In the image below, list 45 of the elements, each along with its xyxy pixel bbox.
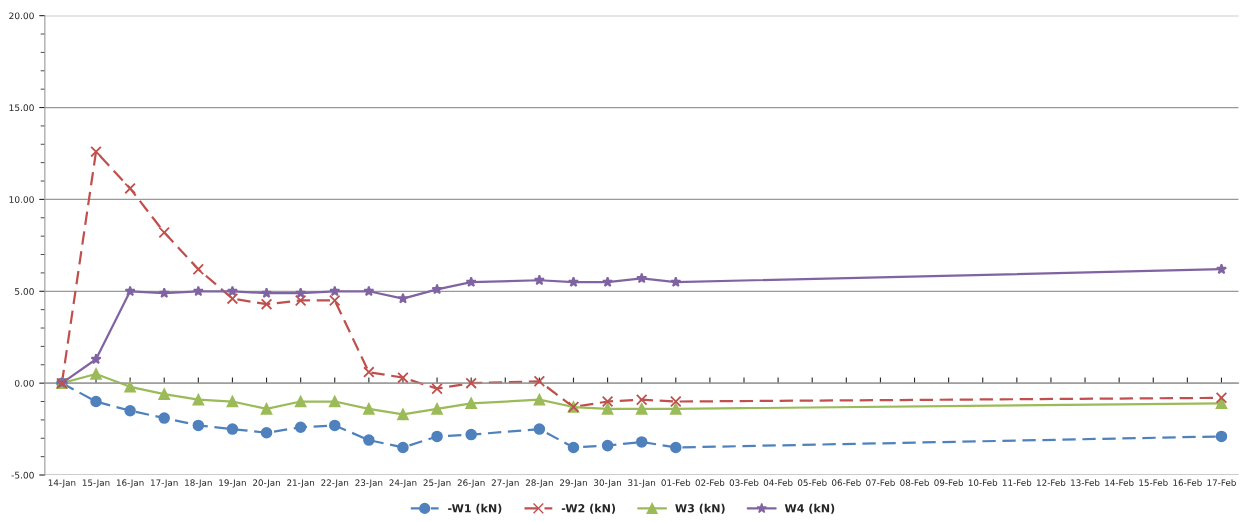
- x-tick-label: 26-Jan: [457, 479, 485, 488]
- x-tick-label: 06-Feb: [832, 479, 861, 486]
- x-tick-label: 09-Feb: [934, 479, 964, 486]
- x-tick-label: 29-Jan: [559, 479, 587, 488]
- x-tick-label: 02-Feb: [695, 479, 725, 486]
- x-tick-label: 24-Jan: [389, 479, 417, 488]
- x-tick-label: 13-Feb: [1071, 479, 1100, 486]
- y-tick-label: 0.00: [14, 379, 34, 387]
- x-tick-label: 04-Feb: [763, 479, 793, 486]
- y-tick-label: 5.00: [15, 288, 34, 295]
- x-tick-label: 21-Jan: [287, 479, 315, 488]
- x-tick-label: 30-Jan: [594, 479, 621, 488]
- x-tick-label: 07-Feb: [866, 479, 895, 486]
- x-tick-label: 11-Feb: [1002, 479, 1032, 486]
- x-tick-label: 15-Feb: [1139, 479, 1168, 486]
- x-tick-label: 10-Feb: [968, 479, 998, 486]
- x-tick-label: 31-Jan: [628, 479, 656, 488]
- y-tick-label: 15.00: [9, 104, 34, 112]
- x-tick-label: 14-Jan: [48, 479, 76, 488]
- legend-label: -W2 (kN): [561, 503, 616, 514]
- legend-label: -W1 (kN): [448, 503, 502, 514]
- x-tick-label: 05-Feb: [797, 479, 827, 486]
- x-tick-label: 12-Feb: [1037, 479, 1066, 486]
- legend-label: W4 (kN): [784, 503, 835, 514]
- x-tick-label: 19-Jan: [219, 479, 246, 488]
- x-tick-label: 14-Feb: [1105, 479, 1134, 486]
- x-tick-label: 17-Jan: [151, 479, 178, 488]
- y-tick-label: 10.00: [9, 196, 34, 203]
- legend-label: W3 (kN): [675, 503, 725, 514]
- x-tick-label: 18-Jan: [185, 479, 212, 488]
- x-tick-label: 20-Jan: [253, 479, 280, 488]
- x-tick-label: 08-Feb: [900, 479, 929, 486]
- y-tick-label: 20.00: [9, 12, 34, 20]
- x-tick-label: 27-Jan: [491, 479, 519, 488]
- x-tick-label: 01-Feb: [661, 479, 691, 486]
- x-tick-label: 22-Jan: [321, 479, 349, 488]
- x-tick-label: 16-Feb: [1173, 479, 1202, 486]
- x-tick-label: 25-Jan: [423, 479, 451, 488]
- x-tick-label: 03-Feb: [729, 479, 759, 486]
- x-tick-label: 23-Jan: [355, 479, 383, 488]
- x-tick-label: 17-Feb: [1207, 479, 1236, 486]
- x-tick-label: 28-Jan: [525, 479, 553, 488]
- y-tick-label: -5.00: [11, 471, 34, 479]
- x-tick-label: 15-Jan: [82, 479, 110, 488]
- x-tick-label: 16-Jan: [116, 479, 144, 488]
